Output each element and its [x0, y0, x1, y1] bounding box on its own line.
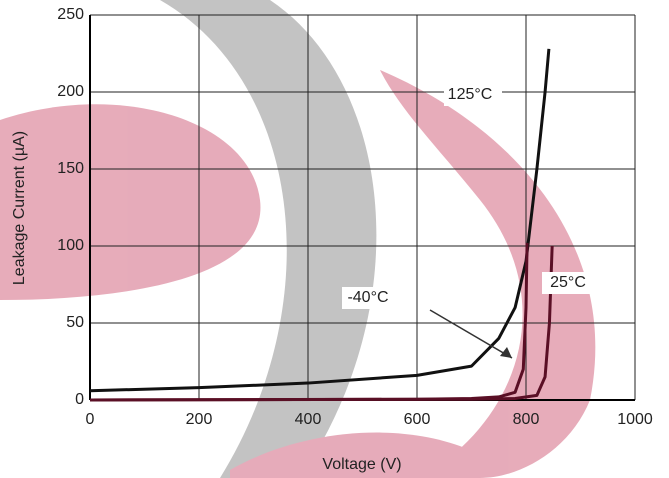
y-tick-label: 100 — [57, 237, 84, 254]
x-tick-label: 200 — [186, 411, 213, 428]
label-bg — [342, 287, 400, 309]
arrow-head — [500, 347, 512, 358]
annotation-arrow — [429, 309, 513, 359]
x-tick-label: 0 — [86, 411, 95, 428]
x-tick-label: 400 — [295, 411, 322, 428]
y-tick-label: 250 — [57, 6, 84, 23]
x-tick-label: 600 — [404, 411, 431, 428]
label-bg — [542, 272, 600, 294]
series-label: -40°C — [347, 289, 388, 306]
x-tick-label: 1000 — [617, 411, 653, 428]
series-line — [89, 48, 551, 393]
y-tick-label: 200 — [57, 83, 84, 100]
y-tick-label: 50 — [66, 314, 84, 331]
y-axis-label: Leakage Current (µA) — [11, 131, 28, 285]
watermark — [0, 0, 596, 478]
x-tick-label: 800 — [513, 411, 540, 428]
series-label: 25°C — [550, 274, 586, 291]
series-label: 125°C — [448, 86, 493, 103]
series-line — [89, 242, 529, 402]
label-bg — [444, 84, 502, 106]
y-tick-label: 0 — [75, 391, 84, 408]
x-axis-label: Voltage (V) — [322, 456, 401, 473]
y-tick-label: 150 — [57, 160, 84, 177]
